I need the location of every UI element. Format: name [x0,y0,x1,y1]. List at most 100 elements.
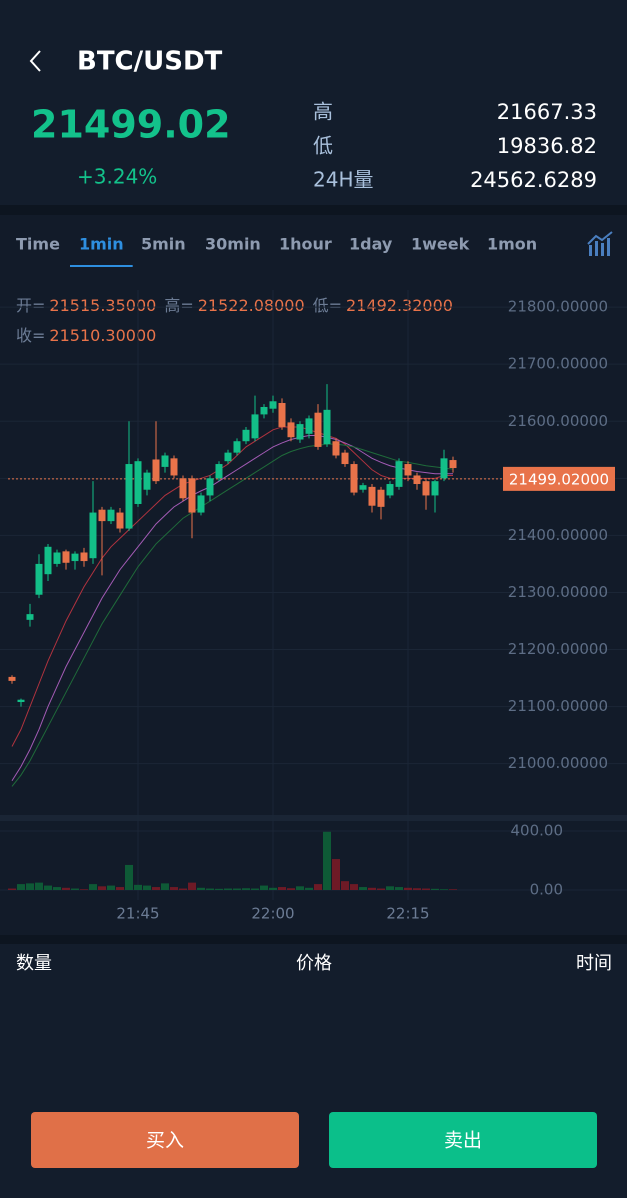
column-header: 数量 [16,953,52,974]
sell-label: 卖出 [444,1130,482,1152]
interval-tab[interactable]: Time [16,235,60,254]
candle-body [449,460,457,469]
volume-bar [386,886,394,890]
candle-body [152,459,160,482]
candle-body [107,509,115,522]
x-tick-label: 22:15 [386,905,429,923]
candle-body [251,414,259,439]
back-button[interactable] [29,50,41,72]
volume-bar [305,887,313,890]
candle-body [296,424,304,440]
candle-body [89,512,97,559]
candle-body [215,464,223,479]
candle-body [26,614,34,620]
candle-body [386,484,394,496]
ohlc-value: 21522.08000 [198,296,305,315]
volume-tick-label: 400.00 [511,822,564,840]
x-tick-label: 22:00 [251,905,294,923]
ohlc-label: 低= [313,296,342,315]
volume-bar [44,885,52,890]
interval-tab[interactable]: 5min [141,235,186,254]
candle-body [161,455,169,467]
volume-bar [197,887,205,890]
y-tick-label: 21700.00000 [508,355,608,373]
candle-body [368,486,376,506]
divider [0,205,627,215]
candle-body [233,441,241,453]
candle-body [422,481,430,496]
y-tick-label: 21100.00000 [508,697,608,715]
volume-bar [143,885,151,890]
candle-body [188,478,196,513]
candle-body [98,509,106,522]
volume-bar [89,884,97,890]
price-change: +3.24% [77,165,157,189]
candle-body [242,429,250,442]
interval-tab[interactable]: 1mon [487,235,537,254]
buy-label: 买入 [146,1130,184,1152]
ma-line [11,443,454,787]
volume-bar [422,888,430,890]
stat-value: 21667.33 [497,100,597,124]
volume-bar [80,889,88,890]
volume-bar [431,888,439,890]
volume-bar [98,886,106,890]
y-tick-label: 21300.00000 [508,583,608,601]
divider [0,815,627,821]
candle-body [350,464,358,493]
interval-tab[interactable]: 1day [349,235,393,254]
volume-bar [368,887,376,890]
volume-bar [350,884,358,890]
interval-tab[interactable]: 1hour [279,235,332,254]
candle-body [314,412,322,447]
volume-tick-label: 0.00 [530,881,563,899]
volume-bar [152,887,160,890]
ohlc-label: 收= [16,326,45,345]
volume-bar [206,888,214,890]
candle-body [431,481,439,496]
candle-body [260,406,268,415]
candle-body [206,478,214,496]
column-header: 价格 [296,953,332,974]
volume-bar [71,888,79,890]
volume-bar [395,887,403,890]
icon-bar [601,243,604,256]
stat-label: 低 [313,134,333,158]
candle-body [62,551,70,563]
volume-bar [215,888,223,890]
volume-bar [251,888,259,890]
y-tick-label: 21000.00000 [508,754,608,772]
column-header: 时间 [576,953,612,974]
candle-body [197,495,205,513]
volume-bar [125,864,133,890]
grid [0,290,627,900]
volume-bar [359,887,367,890]
volume-bar [332,859,340,890]
interval-tab[interactable]: 1min [79,235,124,254]
candle-body [305,418,313,434]
volume-bar [170,887,178,890]
ohlc-value: 21510.30000 [49,326,156,345]
candle-body [35,563,43,595]
candle-body [404,464,412,476]
y-tick-label: 21600.00000 [508,412,608,430]
candle-body [413,475,421,485]
candle-body [8,676,16,681]
volume-bar [413,888,421,890]
candle-body [125,464,133,529]
volume-bar [404,887,412,890]
candle-body [269,401,277,409]
interval-tab[interactable]: 30min [205,235,261,254]
volume-bar [26,883,34,890]
ohlc-value: 21515.35000 [49,296,156,315]
buy-button[interactable] [31,1112,299,1168]
chart-type-icon[interactable] [587,231,613,256]
interval-tab[interactable]: 1week [411,235,470,254]
ohlc-label: 开= [16,296,45,315]
candle-body [278,402,286,427]
volume-bar [269,887,277,890]
sell-button[interactable] [329,1112,597,1168]
ma-line [11,435,453,782]
ohlc-info: 开= 21515.35000 高= 21522.08000 低= 21492.32000 [16,296,453,315]
volume-bar [242,888,250,890]
